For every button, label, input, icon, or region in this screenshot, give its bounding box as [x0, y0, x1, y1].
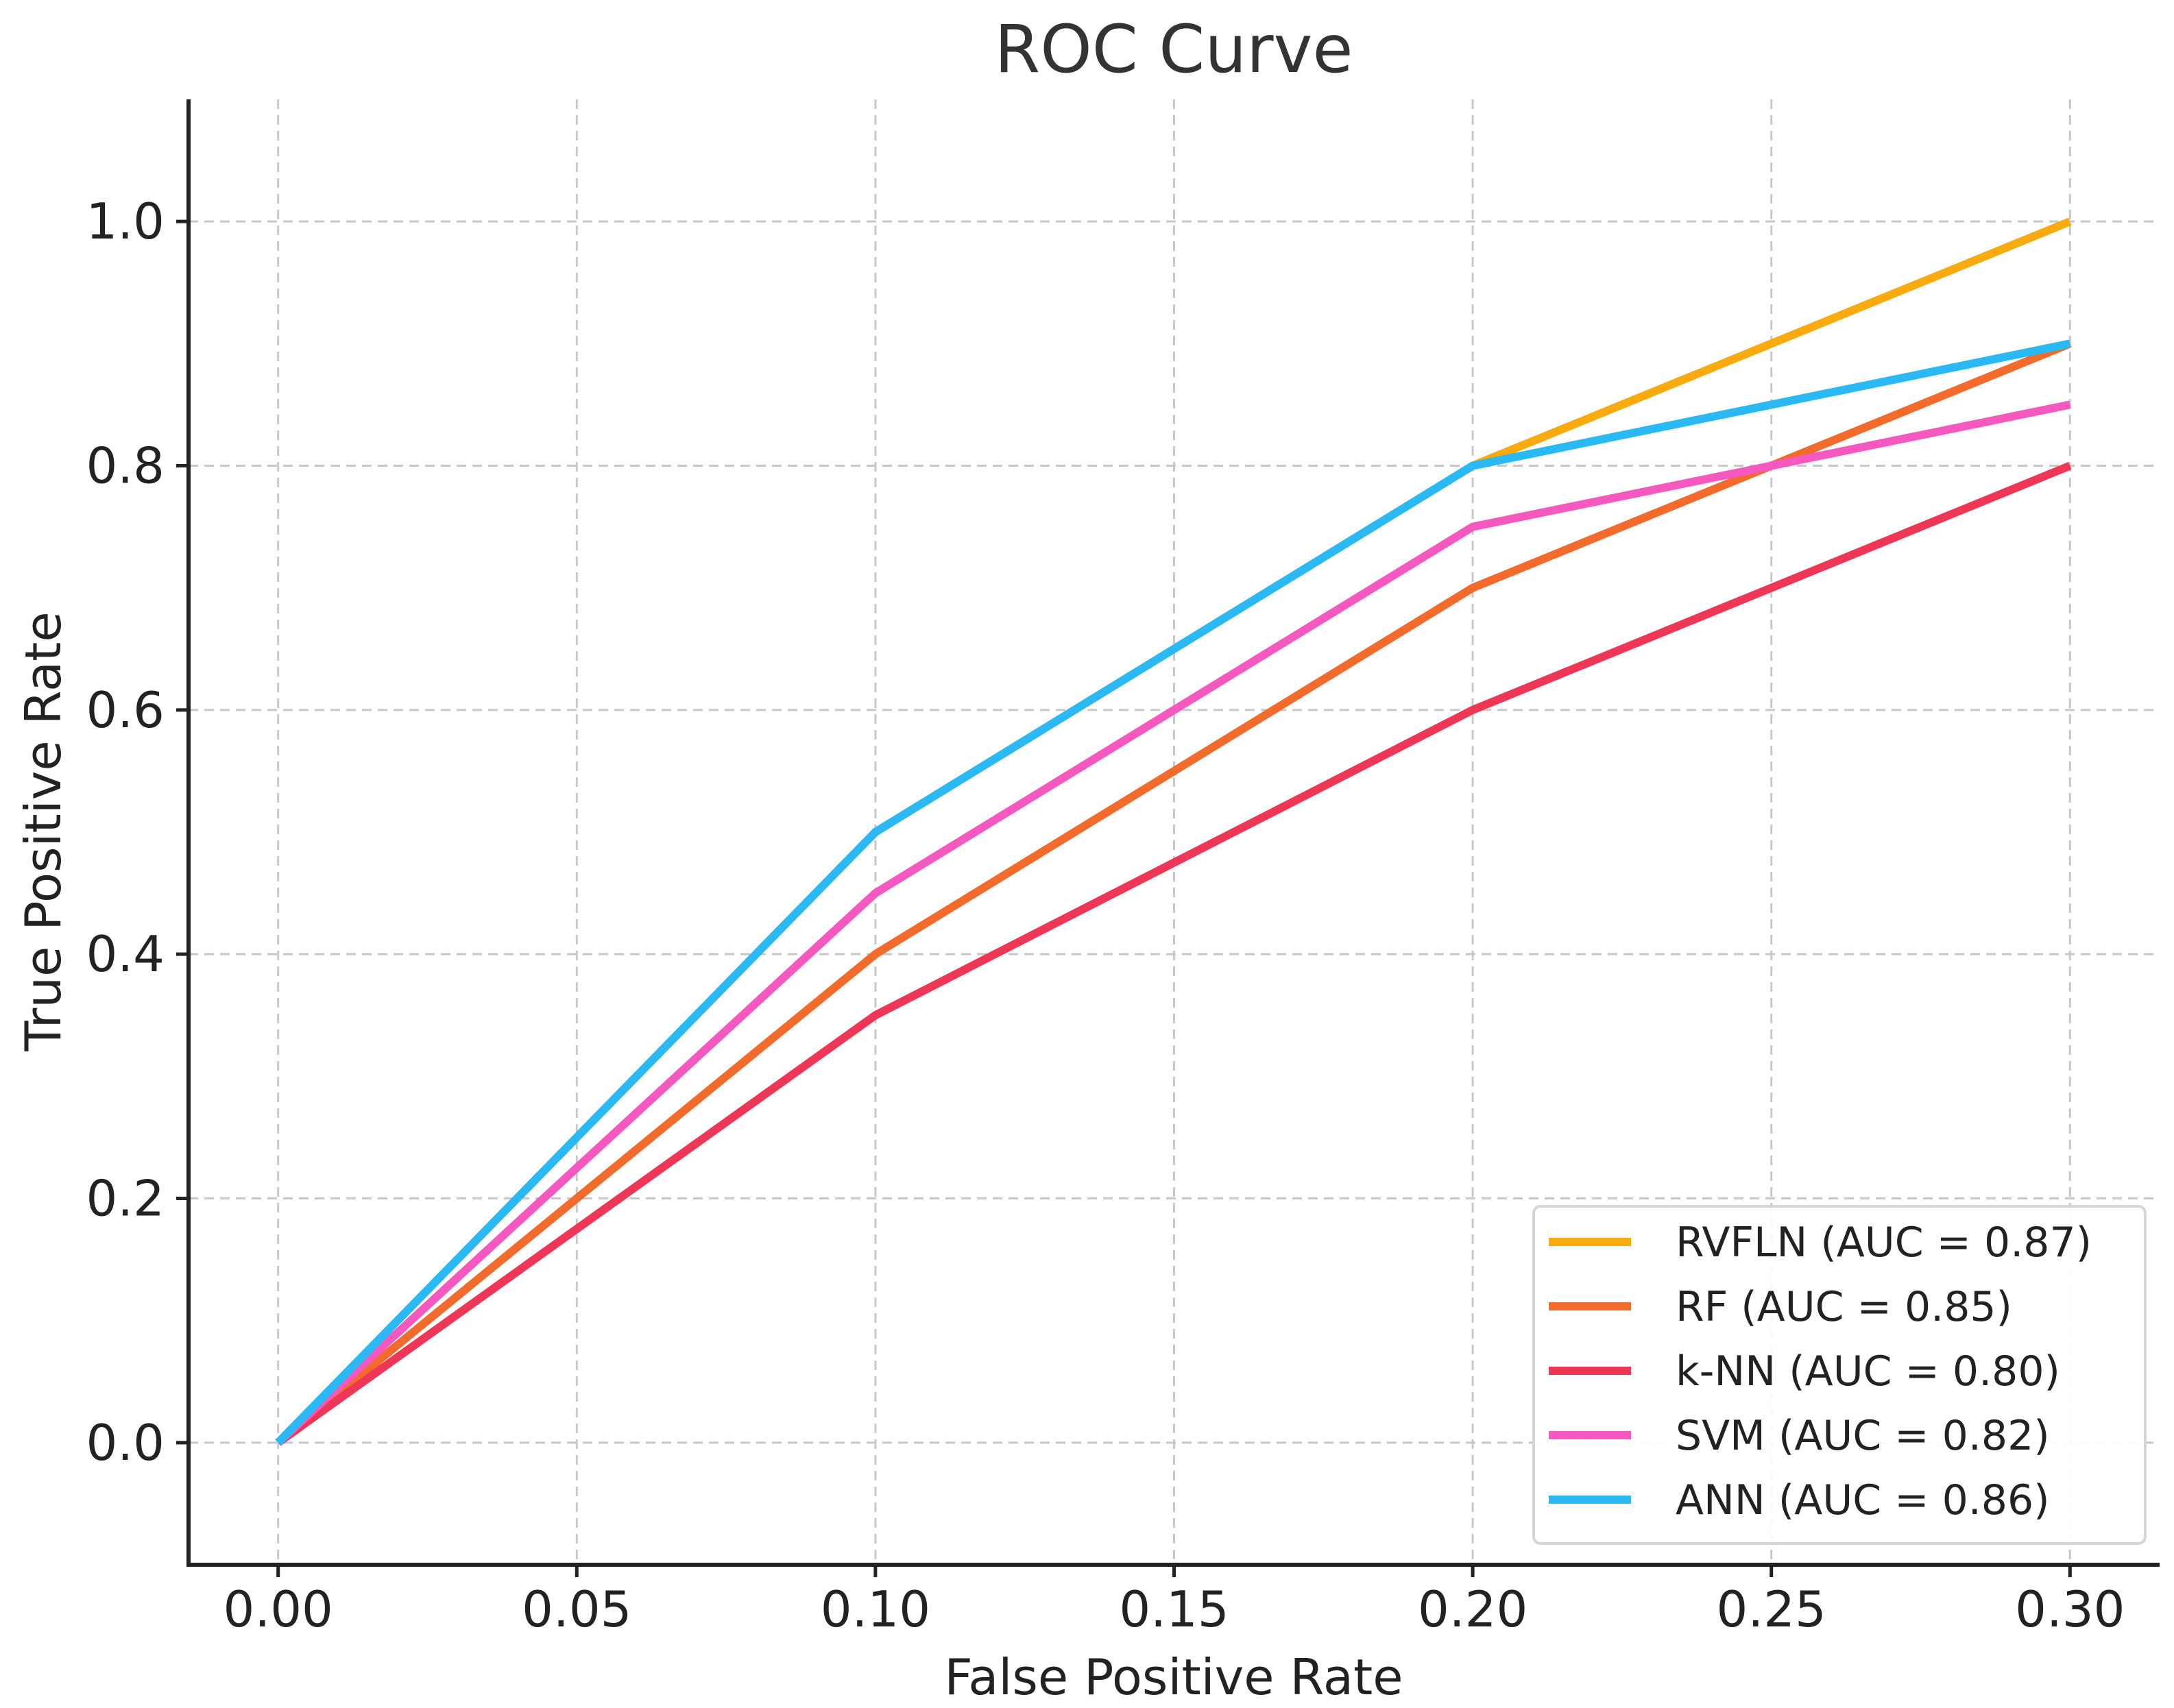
legend-label-rvfln: RVFLN (AUC = 0.87) [1676, 1219, 2092, 1267]
y-tick-label: 0.0 [86, 1414, 165, 1472]
series-lines [275, 217, 2072, 1446]
y-tick-label: 0.4 [86, 925, 165, 983]
y-tick-label: 0.2 [86, 1170, 165, 1228]
legend-label-k-nn: k-NN (AUC = 0.80) [1676, 1347, 2060, 1395]
tick-labels: 0.00 0.05 0.10 0.15 0.20 0.25 0.30 0.0 0.2 0.4 0.6… [86, 193, 2125, 1638]
x-tick-label: 0.00 [224, 1581, 333, 1638]
legend-box [1532, 1205, 2147, 1545]
series-line-ann [275, 339, 2071, 1446]
chart-title: ROC Curve [994, 11, 1353, 88]
x-tick-label: 0.10 [821, 1581, 930, 1638]
legend-label-rf: RF (AUC = 0.85) [1676, 1283, 2012, 1331]
x-axis-label: False Positive Rate [944, 1648, 1403, 1706]
series-line-k-nn [276, 461, 2072, 1446]
x-tick-label: 0.30 [2015, 1581, 2125, 1638]
y-tick-label: 0.6 [86, 681, 165, 739]
x-tick-label: 0.15 [1119, 1581, 1229, 1638]
y-tick-label: 0.8 [86, 437, 165, 495]
series-line-svm [275, 400, 2071, 1446]
axes [176, 99, 2160, 1577]
x-tick-label: 0.25 [1717, 1581, 1826, 1638]
x-tick-label: 0.20 [1418, 1581, 1527, 1638]
x-tick-label: 0.05 [522, 1581, 631, 1638]
legend: RVFLN (AUC = 0.87) RF (AUC = 0.85) k-NN (A… [1532, 1205, 2147, 1545]
legend-label-svm: SVM (AUC = 0.82) [1676, 1412, 2050, 1460]
y-axis-label: True Positive Rate [14, 611, 72, 1051]
y-tick-label: 1.0 [86, 193, 165, 250]
legend-label-ann: ANN (AUC = 0.86) [1676, 1476, 2050, 1524]
